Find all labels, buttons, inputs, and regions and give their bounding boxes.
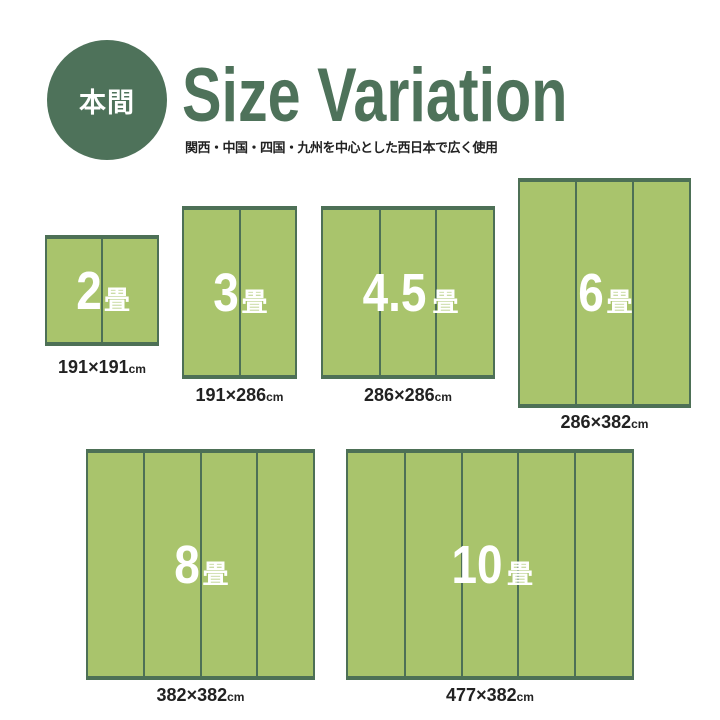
dimension-unit: cm: [631, 417, 649, 431]
tatami-unit: 畳: [507, 559, 534, 590]
dimension-label: 191×286cm: [182, 385, 297, 406]
tatami-count: 8: [174, 534, 201, 595]
dimension-value: 191×191: [58, 357, 129, 377]
page-title: Size Variation: [182, 53, 568, 138]
dimension-value: 286×286: [364, 385, 435, 405]
room-type-label: 本間: [79, 87, 135, 119]
tatami-mat-8: 8畳: [86, 449, 315, 680]
dimension-unit: cm: [227, 690, 245, 704]
tatami-unit: 畳: [606, 288, 633, 318]
dimension-value: 477×382: [446, 685, 517, 705]
dimension-label: 286×286cm: [321, 385, 495, 406]
panel-divider: [255, 453, 258, 676]
panel-divider: [143, 453, 146, 676]
tatami-unit: 畳: [432, 287, 459, 318]
page-subtitle: 関西・中国・四国・九州を中心とした西日本で広く使用: [185, 141, 498, 156]
panel-divider: [435, 210, 438, 375]
dimension-value: 382×382: [156, 685, 228, 705]
tatami-mat-3: 3畳: [182, 206, 297, 379]
panel-divider: [238, 210, 241, 375]
tatami-mat-6: 6畳: [518, 178, 691, 408]
panel-divider: [199, 453, 202, 676]
dimension-label: 382×382cm: [86, 685, 315, 706]
room-type-badge: 本間: [47, 40, 167, 160]
tatami-count-label: 8畳: [88, 534, 313, 596]
dimension-label: 191×191cm: [45, 357, 159, 378]
tatami-count: 10: [451, 534, 503, 595]
dimension-label: 477×382cm: [346, 685, 634, 706]
dimension-unit: cm: [128, 362, 146, 376]
panel-divider: [575, 182, 578, 404]
tatami-count: 6: [578, 263, 605, 323]
tatami-mat-4-5: 4.5 畳: [321, 206, 495, 379]
tatami-unit: 畳: [241, 287, 268, 318]
panel-divider: [378, 210, 381, 375]
tatami-count-label: 10 畳: [348, 534, 632, 596]
panel-divider: [460, 453, 463, 676]
tatami-unit: 畳: [202, 559, 229, 590]
panel-divider: [574, 453, 577, 676]
panel-divider: [631, 182, 634, 404]
tatami-count-label: 4.5 畳: [323, 262, 493, 324]
tatami-count: 4.5: [363, 262, 427, 323]
tatami-count-label: 3畳: [184, 262, 295, 324]
dimension-value: 191×286: [195, 385, 267, 405]
tatami-count-label: 2畳: [47, 260, 157, 322]
dimension-unit: cm: [266, 390, 284, 404]
panel-divider: [517, 453, 520, 676]
panel-divider: [403, 453, 406, 676]
tatami-mat-10: 10 畳: [346, 449, 634, 680]
tatami-count: 3: [213, 262, 240, 323]
dimension-value: 286×382: [560, 412, 632, 432]
dimension-label: 286×382cm: [518, 412, 691, 433]
tatami-mat-2: 2畳: [45, 235, 159, 346]
dimension-unit: cm: [434, 390, 452, 404]
tatami-unit: 畳: [104, 285, 131, 316]
tatami-count: 2: [76, 260, 102, 321]
tatami-count-label: 6畳: [520, 262, 689, 324]
panel-divider: [101, 239, 103, 342]
dimension-unit: cm: [516, 690, 534, 704]
